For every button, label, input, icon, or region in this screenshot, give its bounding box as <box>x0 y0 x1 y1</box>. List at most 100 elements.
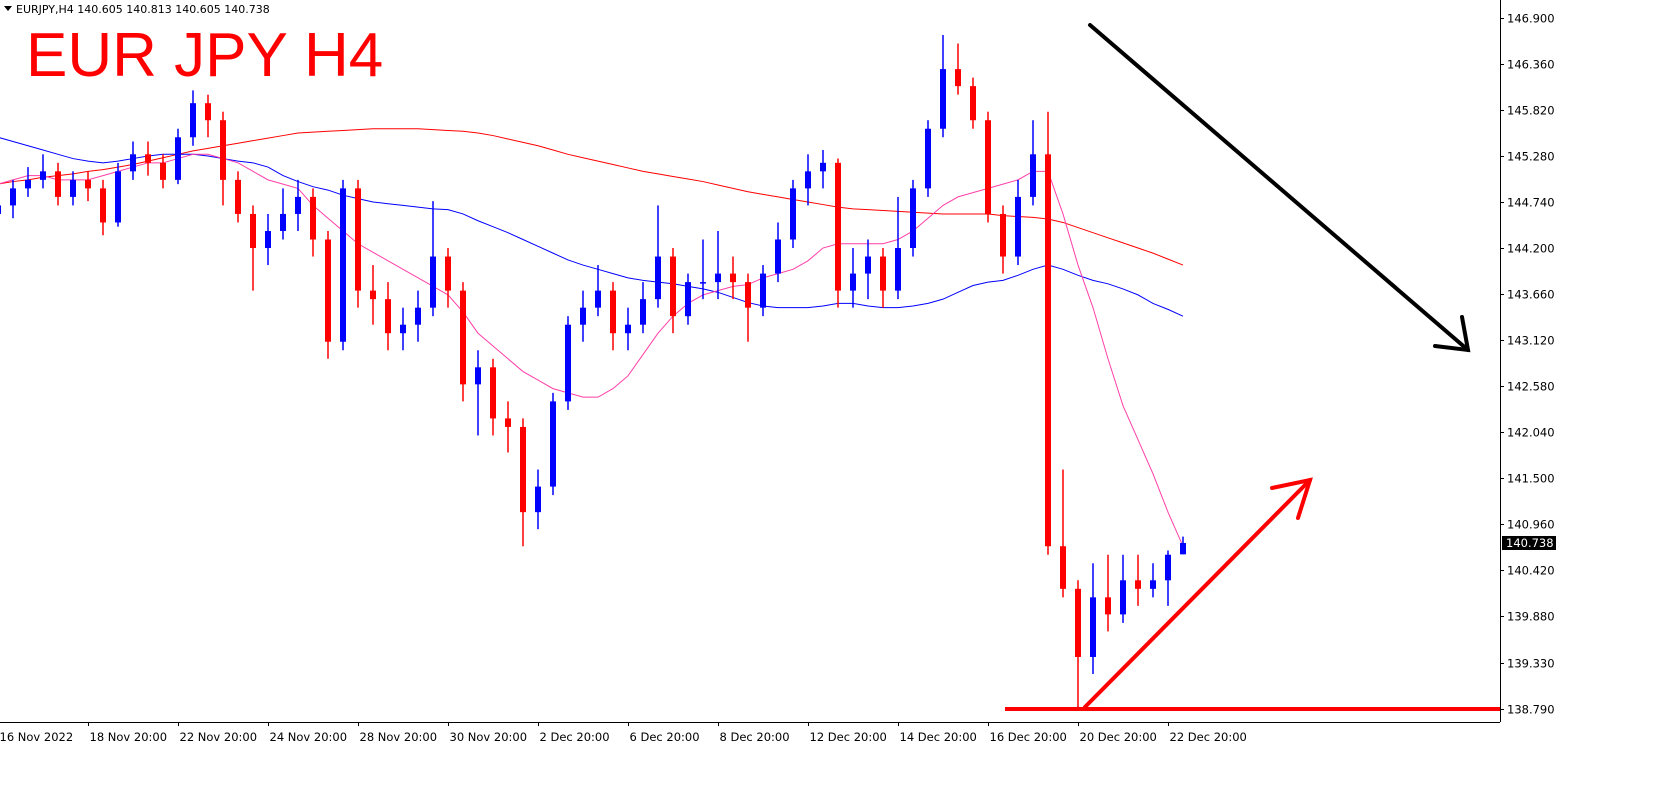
candle-body <box>265 230 271 249</box>
candle-body <box>370 290 376 300</box>
y-tick-label: 145.820 <box>1507 104 1555 118</box>
candle-body <box>610 290 616 334</box>
y-tick-label: 144.200 <box>1507 242 1555 256</box>
candle-body <box>505 418 511 427</box>
candle-body <box>940 69 946 129</box>
candle-body <box>1165 554 1171 581</box>
candle-body <box>100 188 106 223</box>
candle-body <box>325 239 331 342</box>
header: EURJPY,H4 140.605 140.813 140.605 140.73… <box>16 3 270 16</box>
x-tick-label: 16 Nov 2022 <box>0 730 73 744</box>
candle-body <box>475 367 481 385</box>
candle-body <box>250 213 256 249</box>
x-tick-label: 2 Dec 20:00 <box>540 730 610 744</box>
candle-body <box>295 196 301 214</box>
y-tick-label: 143.660 <box>1507 288 1555 302</box>
candle-body <box>955 69 961 87</box>
x-tick-label: 20 Dec 20:00 <box>1080 730 1157 744</box>
candle-body <box>70 179 76 197</box>
candle-body <box>745 282 751 308</box>
candle-body <box>235 179 241 214</box>
y-tick-label: 140.420 <box>1507 564 1555 578</box>
y-tick-label: 143.120 <box>1507 334 1555 348</box>
candle-body <box>730 273 736 283</box>
candle-body <box>985 120 991 214</box>
candle-body <box>1120 580 1126 615</box>
menu-triangle[interactable] <box>4 6 12 11</box>
candle-body <box>1090 597 1096 657</box>
candle-body <box>1060 546 1066 589</box>
candle-body <box>805 171 811 189</box>
candle-body <box>145 154 151 163</box>
candle-body <box>85 179 91 189</box>
header-low: 140.605 <box>175 3 221 16</box>
candle-body <box>445 256 451 291</box>
candle-body <box>835 162 841 291</box>
candle-body <box>655 256 661 300</box>
x-tick-label: 22 Dec 20:00 <box>1170 730 1247 744</box>
candle-body <box>640 299 646 325</box>
candle-body <box>580 307 586 325</box>
y-tick-label: 141.500 <box>1507 472 1555 486</box>
candle-body <box>25 179 31 189</box>
header-open: 140.605 <box>77 3 123 16</box>
chart-title: EUR JPY H4 <box>26 21 383 90</box>
candle-body <box>1135 580 1141 589</box>
candle-body <box>1180 542 1186 555</box>
candle-body <box>205 103 211 121</box>
x-tick-label: 22 Nov 20:00 <box>180 730 258 744</box>
candle-body <box>1030 154 1036 197</box>
candle-body <box>625 324 631 334</box>
candle-body <box>130 154 136 172</box>
candle-body <box>925 128 931 189</box>
down-arrow <box>1088 23 1471 353</box>
candle-body <box>1075 588 1081 657</box>
y-tick-label: 146.900 <box>1507 12 1555 26</box>
y-tick-label: 142.040 <box>1507 426 1555 440</box>
candle-body <box>790 188 796 240</box>
y-tick-label: 145.280 <box>1507 150 1555 164</box>
header-high: 140.813 <box>126 3 172 16</box>
candle-body <box>40 171 46 180</box>
candle-body <box>550 401 556 487</box>
candle-body <box>460 290 466 385</box>
y-tick-label: 139.880 <box>1507 610 1555 624</box>
price-label: 140.738 <box>1506 536 1554 550</box>
candle-body <box>355 188 361 291</box>
x-tick-label: 6 Dec 20:00 <box>630 730 700 744</box>
y-tick-label: 142.580 <box>1507 380 1555 394</box>
candle-body <box>1045 154 1051 547</box>
candle-body <box>430 256 436 308</box>
candle-body <box>310 196 316 240</box>
candle-body <box>760 273 766 308</box>
candle-body <box>490 367 496 419</box>
candle-body <box>160 162 166 180</box>
y-tick-label: 139.330 <box>1507 657 1555 671</box>
x-tick-label: 12 Dec 20:00 <box>810 730 887 744</box>
candle-body <box>820 162 826 172</box>
candle-body <box>850 273 856 291</box>
candle-body <box>55 171 61 197</box>
candle-body <box>670 256 676 317</box>
candle-body <box>280 213 286 231</box>
x-tick-label: 30 Nov 20:00 <box>450 730 528 744</box>
candle-body <box>595 290 601 308</box>
symbol: EURJPY,H4 <box>16 3 74 16</box>
x-tick-label: 28 Nov 20:00 <box>360 730 438 744</box>
candle-body <box>1150 580 1156 589</box>
candle-body <box>1000 213 1006 257</box>
x-tick-label: 24 Nov 20:00 <box>270 730 348 744</box>
x-tick-label: 14 Dec 20:00 <box>900 730 977 744</box>
candle-body <box>415 307 421 325</box>
candle-body <box>10 188 16 206</box>
plot-area <box>0 35 1186 709</box>
candle-body <box>880 256 886 291</box>
price-box <box>1502 535 1556 550</box>
y-tick-label: 146.360 <box>1507 58 1555 72</box>
candle-body <box>340 188 346 342</box>
candle-body <box>865 256 871 274</box>
candle-body <box>685 282 691 317</box>
x-tick-label: 8 Dec 20:00 <box>720 730 790 744</box>
